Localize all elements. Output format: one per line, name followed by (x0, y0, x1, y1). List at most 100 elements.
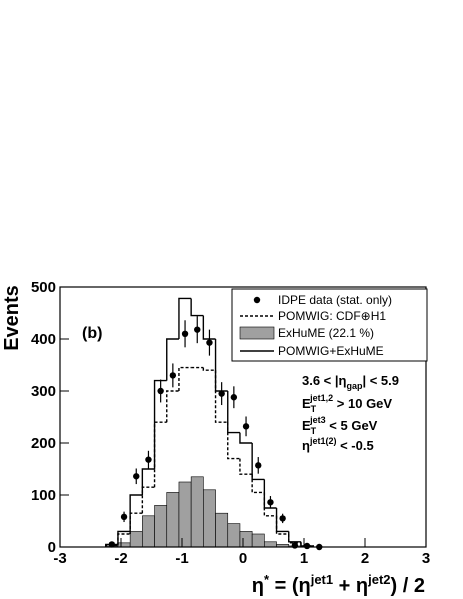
y-tick-label: 100 (31, 487, 56, 504)
histogram-step (251, 474, 265, 494)
histogram-step (190, 298, 204, 317)
annotation-part: T (311, 404, 317, 414)
data-point (145, 456, 152, 463)
histogram-bar (251, 533, 265, 548)
histogram-step (275, 508, 289, 533)
histogram-step (129, 512, 143, 534)
data-point (194, 326, 201, 333)
annotation-part: < 5 GeV (326, 418, 378, 433)
annotation-part: E (302, 418, 311, 433)
data-point (255, 462, 262, 469)
x-tick-label: -3 (53, 550, 66, 567)
histogram-bar (154, 505, 168, 548)
annotation-part: jet3 (309, 415, 326, 425)
legend-label: ExHuME (22.1 %) (278, 326, 374, 340)
annotation-part: E (302, 396, 311, 411)
y-tick-label: 0 (48, 539, 56, 556)
histogram-step (239, 432, 253, 444)
x-label-part: jet1 (310, 572, 333, 587)
plot-area (105, 297, 323, 551)
annotation-part: η (302, 438, 310, 453)
data-point (291, 542, 299, 549)
histogram-step (141, 468, 155, 495)
data-point (120, 513, 128, 521)
histogram-bar (264, 541, 277, 548)
y-tick-label: 200 (31, 435, 56, 452)
histogram-step (178, 297, 192, 339)
x-tick-label: 2 (361, 550, 369, 567)
panel-label: (b) (82, 325, 102, 342)
histogram-step (178, 366, 192, 391)
histogram-bar (203, 489, 216, 548)
y-tick-label: 400 (31, 331, 56, 348)
histogram-step (239, 458, 253, 475)
histogram-step (141, 486, 155, 514)
histogram-bar (166, 492, 180, 548)
histogram-step (263, 479, 277, 509)
histogram-bar (178, 481, 192, 548)
annotation: 3.6 < |ηgap| < 5.9 (302, 373, 399, 391)
histogram-step (153, 379, 167, 469)
legend-marker (239, 326, 275, 340)
histogram-bar (129, 531, 143, 548)
data-point (206, 339, 213, 346)
histogram-step (202, 367, 216, 371)
legend: IDPE data (stat. only) POMWIG: CDF⊕H1 ExHu… (231, 288, 428, 362)
histogram-bar (227, 523, 241, 548)
data-point (108, 541, 116, 548)
histogram-step (166, 338, 179, 381)
x-label-part: η (252, 575, 264, 597)
histogram-step (153, 421, 167, 488)
legend-box (231, 288, 428, 362)
x-label-part: * (264, 572, 270, 587)
data-point (230, 394, 238, 401)
histogram-step (202, 315, 216, 340)
x-tick-label: 1 (300, 550, 308, 567)
x-tick-label: 3 (422, 550, 430, 567)
data-point (303, 542, 311, 550)
x-tick-label: -1 (175, 550, 188, 567)
histogram-bar (215, 512, 229, 548)
histogram-step (129, 494, 143, 532)
data-point (279, 515, 286, 522)
histogram-step (166, 390, 179, 423)
legend-marker (253, 296, 261, 304)
legend-label: POMWIG+ExHuME (278, 344, 384, 358)
histogram-bar (142, 515, 155, 548)
histogram-step (214, 339, 228, 392)
data-point (181, 330, 189, 337)
annotation-part: jet1,2 (309, 393, 333, 403)
x-tick-label: -2 (114, 550, 127, 567)
histogram-bar (239, 531, 253, 548)
y-tick-label: 300 (31, 383, 56, 400)
annotation-part: gap (346, 381, 363, 391)
legend-label: IDPE data (stat. only) (278, 293, 392, 307)
data-point (169, 372, 177, 379)
data-point (218, 390, 225, 397)
legend-label: POMWIG: CDF⊕H1 (278, 309, 386, 323)
annotation-part: 3.6 < |η (302, 373, 347, 388)
data-point (242, 423, 250, 430)
x-label-part: + η (333, 575, 368, 597)
x-label-part: jet2 (367, 572, 390, 587)
data-point (133, 473, 140, 480)
annotation-part: < -0.5 (336, 438, 373, 453)
annotation-part: jet1(2) (309, 436, 337, 446)
histogram-step (117, 530, 131, 545)
annotation-part: > 10 GeV (333, 396, 392, 411)
x-label-part: = (η (269, 575, 311, 597)
histogram-step (251, 443, 265, 481)
annotation-part: T (311, 426, 317, 436)
x-tick-label: 0 (239, 550, 247, 567)
histogram-step (227, 422, 240, 460)
y-tick-label: 500 (31, 279, 56, 296)
histogram-step (288, 531, 301, 543)
annotation: ηjet1(2) < -0.5 (302, 436, 374, 453)
y-axis-label: Events (1, 285, 23, 351)
x-label-part: ) / 2 (391, 575, 425, 597)
histogram-bar (190, 476, 204, 548)
annotation: ETjet3 < 5 GeV (302, 415, 378, 436)
data-point (157, 387, 164, 395)
annotation: ETjet1,2 > 10 GeV (302, 393, 392, 414)
